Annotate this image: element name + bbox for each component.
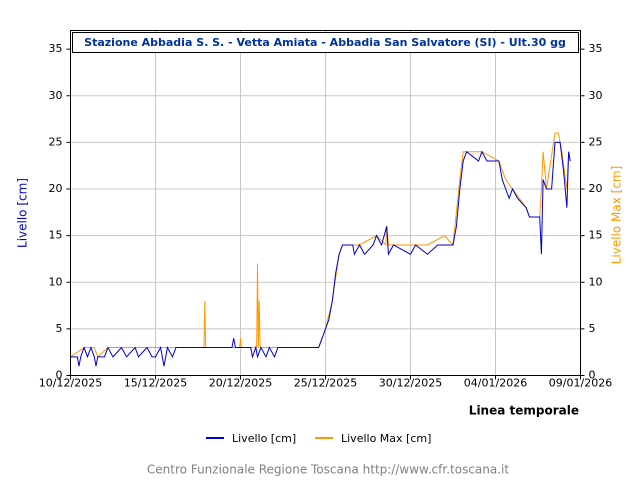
x-tick-label: 25/12/2025 [294, 377, 357, 390]
x-tick-label: 09/01/2026 [549, 377, 612, 390]
y-tick-label: 25 [49, 135, 63, 148]
y2-tick-label: 15 [589, 229, 603, 242]
x-tick-label: 15/12/2025 [124, 377, 187, 390]
chart-title: Stazione Abbadia S. S. - Vetta Amiata - … [84, 36, 566, 49]
x-tick-label: 20/12/2025 [209, 377, 272, 390]
x-axis-label: Linea temporale [469, 404, 579, 418]
y2-tick-label: 20 [589, 182, 603, 195]
title-box [72, 32, 579, 53]
series-line [70, 141, 571, 367]
y2-tick-label: 10 [589, 275, 603, 288]
y2-tick-label: 5 [589, 322, 596, 335]
y2-tick-label: 25 [589, 135, 603, 148]
x-tick-label: 10/12/2025 [39, 377, 102, 390]
y-tick-label: 15 [49, 229, 63, 242]
x-tick-label: 30/12/2025 [379, 377, 442, 390]
plot-frame [70, 30, 581, 376]
y-tick-label: 30 [49, 89, 63, 102]
y-tick-label: 0 [56, 369, 63, 382]
y2-axis-label: Livello Max [cm] [610, 166, 624, 265]
footer: Centro Funzionale Regione Toscana http:/… [147, 463, 509, 477]
y2-tick-label: 0 [589, 369, 596, 382]
y-tick-label: 5 [56, 322, 63, 335]
legend-label: Livello [cm] [232, 432, 296, 445]
y2-tick-label: 35 [589, 42, 603, 55]
y-axis-label: Livello [cm] [16, 178, 30, 248]
x-tick-label: 04/01/2026 [464, 377, 527, 390]
y-tick-label: 10 [49, 275, 63, 288]
y-tick-label: 35 [49, 42, 63, 55]
y2-tick-label: 30 [589, 89, 603, 102]
y-tick-label: 20 [49, 182, 63, 195]
legend-label: Livello Max [cm] [341, 432, 431, 445]
